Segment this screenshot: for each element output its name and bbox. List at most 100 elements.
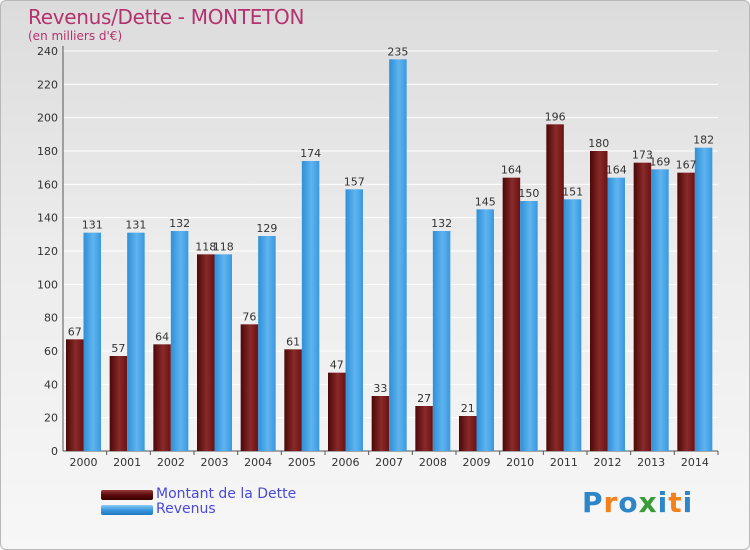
data-label: 27 bbox=[417, 392, 431, 405]
logo-letter: t bbox=[668, 486, 683, 519]
x-tick-label: 2005 bbox=[288, 456, 316, 469]
data-label: 118 bbox=[195, 240, 216, 253]
bar-revenus bbox=[301, 161, 320, 451]
bar-dette bbox=[677, 172, 695, 451]
bar-revenus bbox=[83, 232, 101, 451]
data-label: 180 bbox=[588, 137, 609, 150]
data-label: 182 bbox=[693, 134, 714, 147]
bar-dette bbox=[284, 349, 302, 451]
legend-label-debt: Montant de la Dette bbox=[156, 486, 297, 502]
data-label: 47 bbox=[330, 359, 344, 372]
bar-dette bbox=[109, 356, 128, 451]
bar-revenus bbox=[258, 236, 276, 451]
bar-revenus bbox=[476, 209, 494, 451]
logo-letter: P bbox=[582, 486, 604, 519]
bar-revenus bbox=[127, 232, 145, 451]
data-label: 132 bbox=[169, 217, 190, 230]
bar-dette bbox=[546, 124, 564, 451]
logo-letter: i bbox=[657, 486, 669, 519]
y-tick-label: 140 bbox=[37, 212, 58, 225]
data-label: 173 bbox=[632, 149, 653, 162]
y-tick-label: 240 bbox=[37, 45, 58, 58]
bar-revenus bbox=[389, 59, 407, 451]
bar-dette bbox=[415, 406, 433, 451]
data-label: 164 bbox=[606, 164, 627, 177]
y-tick-label: 220 bbox=[37, 78, 58, 91]
data-label: 33 bbox=[373, 382, 387, 395]
data-label: 167 bbox=[676, 159, 697, 172]
bar-revenus bbox=[432, 231, 451, 451]
legend-label-revenus: Revenus bbox=[156, 501, 216, 517]
logo-letter: r bbox=[603, 486, 619, 519]
data-label: 131 bbox=[125, 219, 146, 232]
x-tick-label: 2000 bbox=[70, 456, 98, 469]
y-tick-label: 80 bbox=[44, 312, 58, 325]
bar-revenus bbox=[563, 199, 582, 451]
x-tick-label: 2010 bbox=[506, 456, 534, 469]
x-tick-label: 2013 bbox=[637, 456, 665, 469]
y-tick-label: 200 bbox=[37, 112, 58, 125]
bar-revenus bbox=[170, 231, 189, 451]
data-label: 118 bbox=[213, 240, 234, 253]
bar-revenus bbox=[694, 147, 713, 451]
y-tick-label: 180 bbox=[37, 145, 58, 158]
x-tick-label: 2002 bbox=[157, 456, 185, 469]
x-tick-label: 2008 bbox=[419, 456, 447, 469]
data-label: 21 bbox=[461, 402, 475, 415]
logo-letter: x bbox=[638, 486, 658, 519]
x-tick-label: 2001 bbox=[113, 456, 141, 469]
chart-subtitle: (en milliers d'€) bbox=[28, 29, 123, 43]
bar-dette bbox=[459, 416, 477, 451]
bar-dette bbox=[502, 177, 521, 451]
bar-dette bbox=[590, 151, 608, 451]
data-label: 151 bbox=[562, 185, 583, 198]
logo-letter: i bbox=[682, 486, 694, 519]
data-label: 131 bbox=[82, 219, 103, 232]
y-tick-label: 160 bbox=[37, 178, 58, 191]
x-tick-label: 2009 bbox=[463, 456, 491, 469]
x-tick-label: 2007 bbox=[375, 456, 403, 469]
x-tick-label: 2012 bbox=[594, 456, 622, 469]
data-label: 145 bbox=[475, 195, 496, 208]
bar-revenus bbox=[651, 169, 669, 452]
data-label: 150 bbox=[518, 187, 539, 200]
data-label: 57 bbox=[111, 342, 125, 355]
bar-dette bbox=[633, 162, 652, 451]
data-label: 61 bbox=[286, 335, 300, 348]
data-label: 174 bbox=[300, 147, 321, 160]
data-label: 76 bbox=[242, 310, 256, 323]
data-label: 157 bbox=[344, 175, 365, 188]
x-tick-label: 2004 bbox=[244, 456, 272, 469]
y-tick-label: 120 bbox=[37, 245, 58, 258]
bar-revenus bbox=[520, 201, 538, 451]
x-tick-label: 2011 bbox=[550, 456, 578, 469]
data-label: 164 bbox=[501, 164, 522, 177]
bar-revenus bbox=[607, 177, 625, 451]
data-label: 132 bbox=[431, 217, 452, 230]
data-label: 67 bbox=[68, 325, 82, 338]
y-tick-label: 40 bbox=[44, 378, 58, 391]
x-tick-label: 2003 bbox=[201, 456, 229, 469]
data-label: 129 bbox=[256, 222, 277, 235]
data-label: 196 bbox=[545, 110, 566, 123]
logo-letter: o bbox=[618, 486, 639, 519]
data-label: 64 bbox=[155, 330, 169, 343]
bar-dette bbox=[66, 339, 84, 451]
bar-dette bbox=[328, 372, 346, 451]
bar-dette bbox=[371, 396, 390, 451]
bar-dette bbox=[197, 254, 215, 451]
y-tick-label: 60 bbox=[44, 345, 58, 358]
bar-dette bbox=[240, 324, 259, 451]
y-tick-label: 100 bbox=[37, 278, 58, 291]
chart-title: Revenus/Dette - MONTETON bbox=[28, 5, 305, 29]
x-tick-label: 2006 bbox=[332, 456, 360, 469]
proxiti-logo: Proxiti bbox=[582, 486, 693, 519]
data-label: 235 bbox=[387, 45, 408, 58]
y-tick-label: 0 bbox=[51, 445, 58, 458]
legend-swatch-revenus bbox=[101, 505, 153, 515]
bar-revenus bbox=[345, 189, 363, 452]
bar-dette bbox=[153, 344, 171, 451]
bar-revenus bbox=[214, 254, 232, 451]
